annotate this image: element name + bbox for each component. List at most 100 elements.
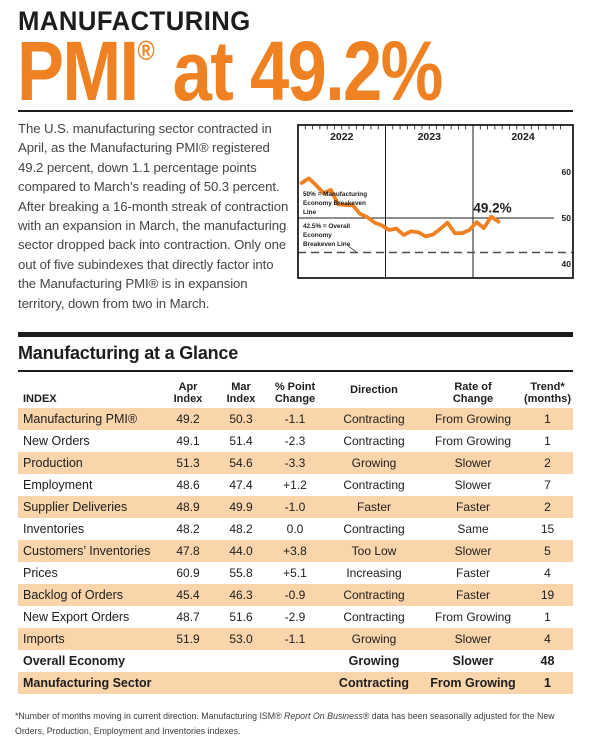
y-tick-label: 60 xyxy=(562,167,572,177)
pmi-headline: PMI® at 49.2% xyxy=(17,28,443,114)
row-value: Slower xyxy=(454,632,492,646)
row-index-name: Supplier Deliveries xyxy=(23,500,128,514)
row-value: Growing xyxy=(351,632,397,646)
row-value: 5 xyxy=(544,544,551,558)
row-value: +3.8 xyxy=(283,544,307,558)
row-index-name: Prices xyxy=(23,566,58,580)
row-value: 15 xyxy=(540,522,555,536)
row-value: Same xyxy=(457,522,489,536)
footnote-text-1: *Number of months moving in current dire… xyxy=(15,711,285,721)
table-row-backlog-of-orders: Backlog of Orders 45.4 46.3 -0.9 Contracting… xyxy=(18,584,573,606)
glance-title-rule xyxy=(18,370,573,372)
row-value: 1 xyxy=(544,434,551,448)
row-value: 2 xyxy=(544,456,551,470)
y-tick-label: 40 xyxy=(562,259,572,269)
column-header: INDEX xyxy=(23,393,57,405)
chart-frame xyxy=(297,124,574,279)
footnote: *Number of months moving in current dire… xyxy=(15,709,583,740)
row-value: 45.4 xyxy=(176,588,200,602)
row-value: 1 xyxy=(544,676,551,690)
row-value: 51.9 xyxy=(176,632,200,646)
row-value: Slower xyxy=(454,478,492,492)
table-row-prices: Prices 60.9 55.8 +5.1 Increasing Faster 4 xyxy=(18,562,573,584)
row-value: Contracting xyxy=(343,478,405,492)
row-value: 55.8 xyxy=(229,566,253,580)
table-row-production: Production 51.3 54.6 -3.3 Growing Slower 2 xyxy=(18,452,573,474)
row-value: Faster xyxy=(455,500,490,514)
headline-rule xyxy=(18,110,573,113)
row-value: 51.6 xyxy=(229,610,253,624)
pmi-trend-chart: 2022 2023 2024 60 50 40 49.2% 50% = Manufactur… xyxy=(296,118,579,286)
table-row-manufacturing-sector: Manufacturing Sector Contracting From Grow… xyxy=(18,672,573,694)
row-value: Contracting xyxy=(343,412,405,426)
row-value: 2 xyxy=(544,500,551,514)
overall-label-pointer xyxy=(347,245,357,252)
row-index-name: Manufacturing PMI® xyxy=(23,412,138,426)
row-value: Contracting xyxy=(343,610,405,624)
row-value: 0.0 xyxy=(286,522,304,536)
row-value: 50.3 xyxy=(229,412,253,426)
row-index-name: Manufacturing Sector xyxy=(23,676,152,690)
footnote-italic-title: Report On Business® xyxy=(284,711,370,721)
row-index-name: Overall Economy xyxy=(23,654,126,668)
row-value: -3.3 xyxy=(284,456,306,470)
row-index-name: New Export Orders xyxy=(23,610,130,624)
year-label: 2022 xyxy=(330,131,354,143)
row-value: 48.2 xyxy=(229,522,253,536)
row-value: From Growing xyxy=(434,412,511,426)
table-row-supplier-deliveries: Supplier Deliveries 48.9 49.9 -1.0 Faster Fas… xyxy=(18,496,573,518)
row-value: 49.1 xyxy=(176,434,200,448)
row-value: Faster xyxy=(455,566,490,580)
row-value: 46.3 xyxy=(229,588,253,602)
row-index-name: Inventories xyxy=(23,522,85,536)
row-value: +5.1 xyxy=(283,566,307,580)
row-value: From Growing xyxy=(434,610,511,624)
column-header: Trend* (months) xyxy=(523,381,572,405)
table-row-customers-inventories: Customers’ Inventories 47.8 44.0 +3.8 Too Lo… xyxy=(18,540,573,562)
manufacturing-breakeven-label: 50% = Manufacturing Economy Breakeven Li… xyxy=(303,191,368,216)
row-value: 48 xyxy=(540,654,555,668)
row-value: Contracting xyxy=(338,676,410,690)
glance-title: Manufacturing at a Glance xyxy=(18,343,239,363)
row-value: From Growing xyxy=(434,434,511,448)
column-header: Apr Index xyxy=(173,381,203,405)
headline-value: at 49.2% xyxy=(154,24,444,118)
column-header: Direction xyxy=(350,384,398,396)
row-value: -0.9 xyxy=(284,588,306,602)
row-index-name: Employment xyxy=(23,478,93,492)
row-value: Contracting xyxy=(343,434,405,448)
row-value: 54.6 xyxy=(229,456,253,470)
registered-trademark-mark: ® xyxy=(137,35,155,66)
row-value: 7 xyxy=(544,478,551,492)
row-value: -1.1 xyxy=(284,632,306,646)
row-value: -1.1 xyxy=(284,412,306,426)
row-value: 4 xyxy=(544,632,551,646)
table-row-overall-economy: Overall Economy Growing Slower 48 xyxy=(18,650,573,672)
headline-word: PMI xyxy=(17,24,139,118)
table-row-employment: Employment 48.6 47.4 +1.2 Contracting Slower 7 xyxy=(18,474,573,496)
row-value: 4 xyxy=(544,566,551,580)
row-value: 47.8 xyxy=(176,544,200,558)
pmi-trend-chart-svg: 2022 2023 2024 60 50 40 49.2% xyxy=(297,124,574,279)
table-row-inventories: Inventories 48.2 48.2 0.0 Contracting Same 15 xyxy=(18,518,573,540)
row-value: 48.9 xyxy=(176,500,200,514)
row-value: +1.2 xyxy=(283,478,307,492)
column-header: Rate of Change xyxy=(452,381,494,405)
row-value: 60.9 xyxy=(176,566,200,580)
row-value: Growing xyxy=(351,456,397,470)
row-value: 49.2 xyxy=(176,412,200,426)
row-value: 49.9 xyxy=(229,500,253,514)
row-value: 44.0 xyxy=(229,544,253,558)
table-row-new-export-orders: New Export Orders 48.7 51.6 -2.9 Contracting… xyxy=(18,606,573,628)
row-value: 19 xyxy=(540,588,555,602)
glance-table-rows: Manufacturing PMI® 49.2 50.3 -1.1 Contractin… xyxy=(18,408,573,694)
year-label: 2023 xyxy=(418,131,442,143)
column-header: % Point Change xyxy=(274,381,316,405)
row-value: Contracting xyxy=(343,588,405,602)
overall-breakeven-label: 42.5% = Overall Economy Breakeven Line xyxy=(303,223,351,248)
table-row-imports: Imports 51.9 53.0 -1.1 Growing Slower 4 xyxy=(18,628,573,650)
row-value: 51.4 xyxy=(229,434,253,448)
pmi-series-line xyxy=(299,176,501,239)
row-value: -2.3 xyxy=(284,434,306,448)
